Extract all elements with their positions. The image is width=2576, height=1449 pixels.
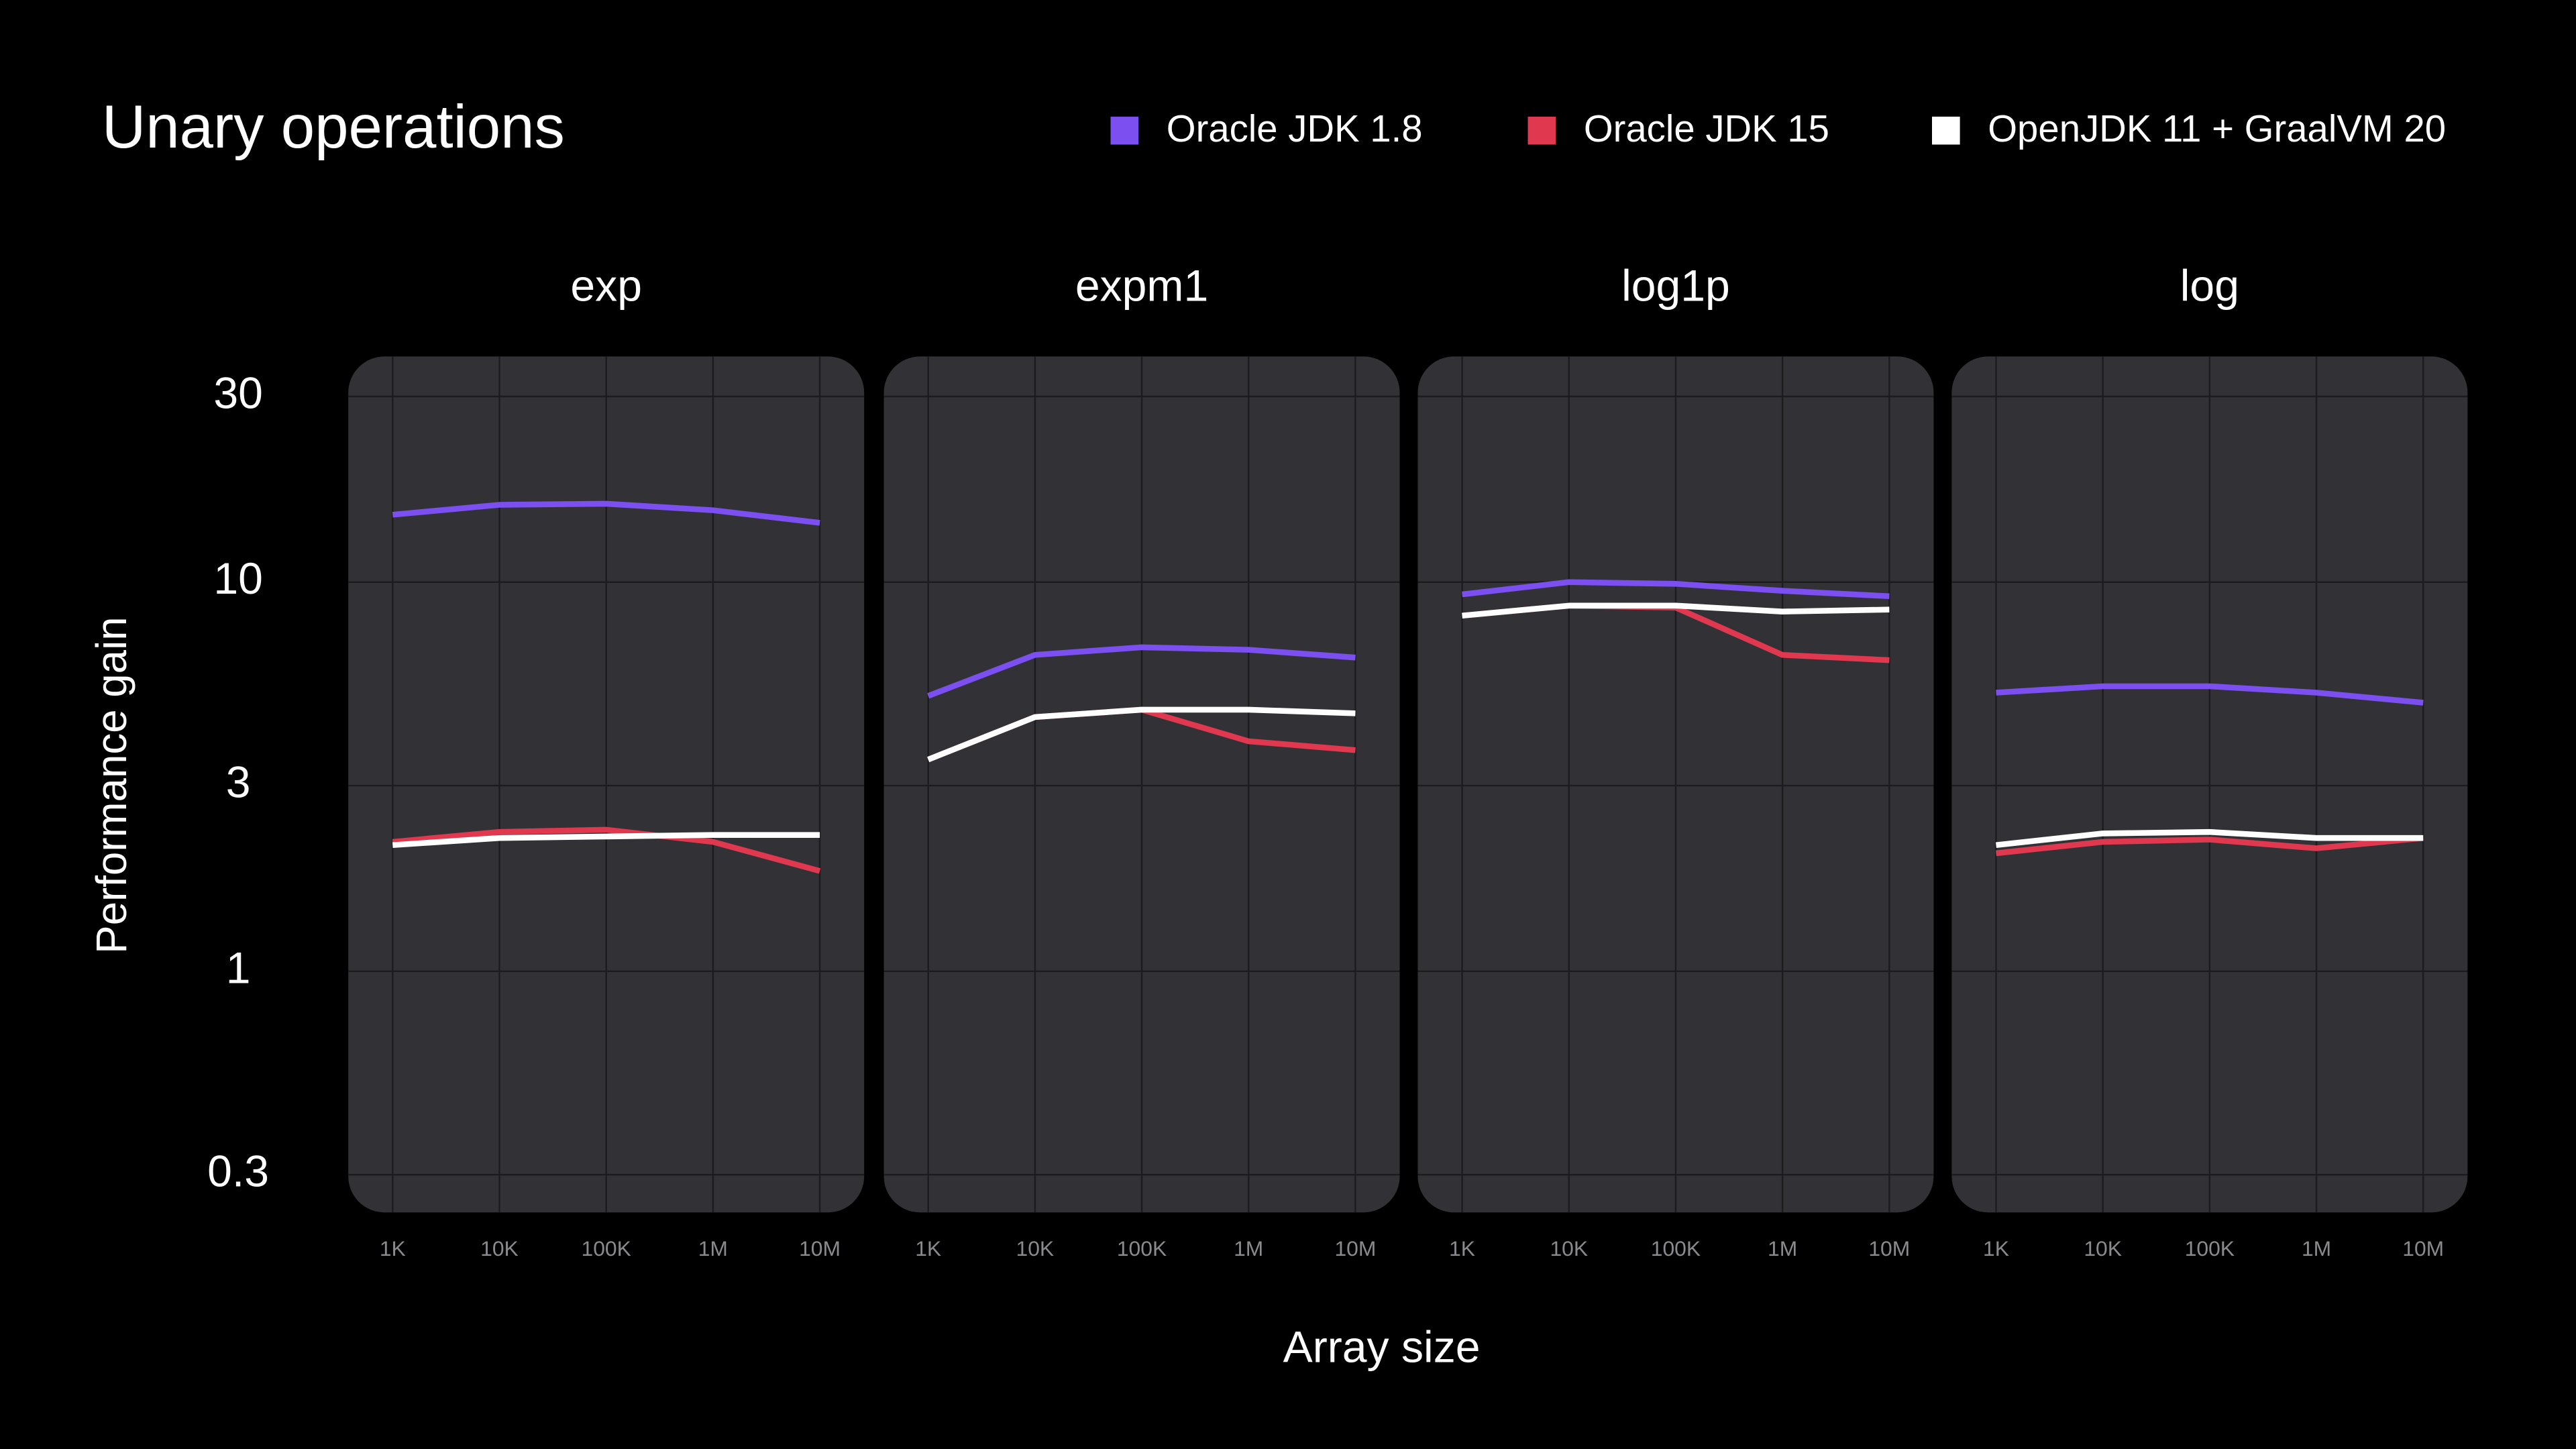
panel-title: expm1 <box>1075 261 1208 311</box>
y-axis-label: Performance gain <box>88 616 136 953</box>
x-tick-label: 100K <box>2185 1236 2235 1260</box>
x-tick-label: 1K <box>380 1236 406 1260</box>
legend-swatch <box>1932 116 1960 145</box>
y-tick-label: 0.3 <box>207 1147 269 1197</box>
x-tick-label: 10K <box>2084 1236 2122 1260</box>
x-tick-label: 10M <box>799 1236 841 1260</box>
x-tick-label: 10M <box>2402 1236 2444 1260</box>
x-tick-label: 100K <box>1117 1236 1167 1260</box>
line-series <box>1996 828 2424 848</box>
chart-title: Unary operations <box>102 93 565 161</box>
x-axis-label: Array size <box>1283 1323 1481 1373</box>
line-series <box>1462 602 1890 619</box>
legend-label: Oracle JDK 15 <box>1584 107 1829 150</box>
legend-swatch <box>1527 116 1556 145</box>
y-tick-label: 10 <box>213 554 263 604</box>
line-series <box>1462 579 1890 600</box>
legend-swatch <box>1110 116 1139 145</box>
x-tick-label: 10M <box>1868 1236 1910 1260</box>
x-tick-label: 10K <box>1016 1236 1055 1260</box>
x-tick-label: 1K <box>915 1236 941 1260</box>
line-series <box>927 706 1356 763</box>
x-tick-label: 1M <box>1768 1236 1797 1260</box>
y-tick-label: 1 <box>226 943 251 993</box>
line-series <box>392 832 820 848</box>
x-tick-label: 1K <box>1449 1236 1475 1260</box>
line-series <box>1996 835 2424 857</box>
line-series <box>392 500 820 526</box>
x-tick-label: 1M <box>698 1236 728 1260</box>
x-tick-label: 10K <box>480 1236 519 1260</box>
x-tick-label: 10M <box>1334 1236 1376 1260</box>
legend-label: Oracle JDK 1.8 <box>1167 107 1423 150</box>
panel-title: log <box>2180 261 2239 311</box>
x-tick-label: 100K <box>582 1236 631 1260</box>
panel-title: exp <box>570 261 642 311</box>
y-tick-label: 30 <box>213 368 263 418</box>
y-tick-label: 3 <box>226 758 251 808</box>
line-series <box>927 644 1356 699</box>
legend-label: OpenJDK 11 + GraalVM 20 <box>1988 107 2446 150</box>
line-series <box>392 826 821 874</box>
x-tick-label: 1K <box>1983 1236 2009 1260</box>
panel-title: log1p <box>1621 261 1730 311</box>
line-series <box>1996 683 2424 706</box>
x-tick-label: 1M <box>1234 1236 1263 1260</box>
x-tick-label: 1M <box>2302 1236 2331 1260</box>
x-tick-label: 10K <box>1550 1236 1588 1260</box>
x-tick-label: 100K <box>1651 1236 1701 1260</box>
